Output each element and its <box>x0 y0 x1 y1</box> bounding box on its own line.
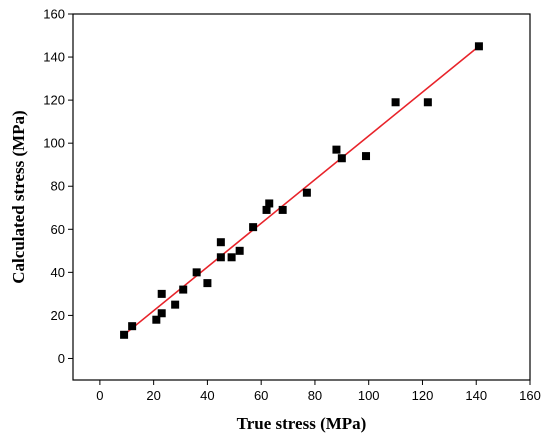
y-tick-label: 0 <box>58 351 65 366</box>
plot-frame <box>72 13 531 381</box>
x-tick-labels: 0 20 40 60 80 100 120 140 160 <box>96 388 541 403</box>
data-point <box>474 42 483 51</box>
x-tick-label: 100 <box>358 388 380 403</box>
data-point <box>227 253 236 262</box>
data-point <box>152 315 161 324</box>
x-tick-label: 140 <box>465 388 487 403</box>
data-point <box>262 205 271 214</box>
data-point <box>391 98 400 107</box>
x-tick-label: 40 <box>200 388 214 403</box>
data-point <box>249 223 258 232</box>
x-tick-label: 80 <box>308 388 322 403</box>
y-tick-label: 160 <box>43 7 65 22</box>
fit-line-layer <box>120 45 480 338</box>
y-tick-labels: 0 20 40 60 80 100 120 140 160 <box>43 7 65 366</box>
data-point <box>171 300 180 309</box>
data-point <box>216 253 225 262</box>
data-point <box>332 145 341 154</box>
axis-ticks <box>68 13 531 385</box>
data-point <box>179 285 188 294</box>
y-tick-label: 140 <box>43 50 65 65</box>
fit-line <box>120 45 480 338</box>
x-axis-title: True stress (MPa) <box>237 414 367 433</box>
x-tick-label: 20 <box>146 388 160 403</box>
data-point <box>265 199 274 208</box>
data-point <box>216 238 225 247</box>
x-tick-label: 120 <box>412 388 434 403</box>
data-point <box>337 154 346 163</box>
data-point <box>120 330 129 339</box>
data-point <box>235 246 244 255</box>
data-point <box>157 289 166 298</box>
x-tick-label: 160 <box>519 388 541 403</box>
data-point <box>192 268 201 277</box>
data-point <box>128 322 137 331</box>
data-point <box>423 98 432 107</box>
y-tick-label: 120 <box>43 93 65 108</box>
y-tick-label: 40 <box>51 265 65 280</box>
y-tick-label: 100 <box>43 136 65 151</box>
data-point <box>302 188 311 197</box>
data-point <box>157 309 166 318</box>
data-points <box>120 42 483 339</box>
y-tick-label: 20 <box>51 308 65 323</box>
data-point <box>203 279 212 288</box>
x-tick-label: 0 <box>96 388 103 403</box>
data-point <box>278 205 287 214</box>
data-point <box>362 152 371 161</box>
y-tick-label: 60 <box>51 222 65 237</box>
y-tick-label: 80 <box>51 179 65 194</box>
x-tick-label: 60 <box>254 388 268 403</box>
y-axis-title: Calculated stress (MPa) <box>9 110 28 283</box>
